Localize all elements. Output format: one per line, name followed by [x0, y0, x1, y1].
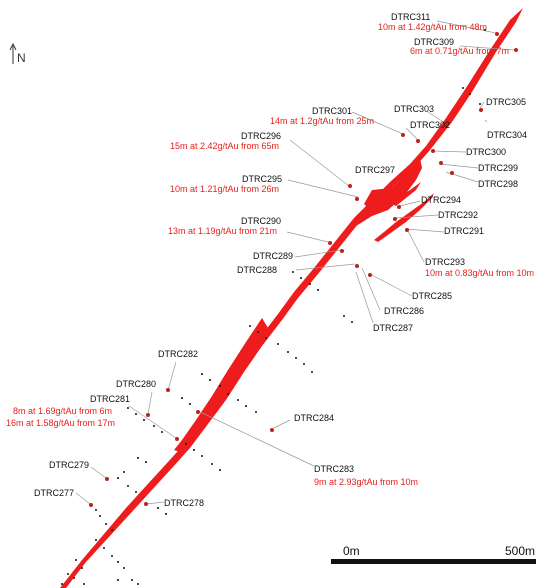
result-dtrc295: 10m at 1.21g/tAu from 26m: [170, 184, 279, 194]
collar-dtrc296: [355, 197, 359, 201]
hole-labels: DTRC311 DTRC309 DTRC305 DTRC303 DTRC302 …: [34, 12, 527, 508]
label-dtrc300: DTRC300: [466, 147, 506, 157]
assay-results: 10m at 1.42g/tAu from 48m 6m at 0.71g/tA…: [6, 22, 534, 487]
north-arrow: N: [9, 42, 26, 65]
result-dtrc290: 13m at 1.19g/tAu from 21m: [168, 226, 277, 236]
label-dtrc280: DTRC280: [116, 379, 156, 389]
label-dtrc277: DTRC277: [34, 488, 74, 498]
label-dtrc282: DTRC282: [158, 349, 198, 359]
collar-dtrc301: [401, 133, 405, 137]
label-dtrc284: DTRC284: [294, 413, 334, 423]
label-dtrc288: DTRC288: [237, 265, 277, 275]
collar-dtrc311: [495, 32, 499, 36]
result-dtrc281-b: 16m at 1.58g/tAu from 17m: [6, 418, 115, 428]
reported-collars: [89, 32, 518, 507]
result-dtrc283: 9m at 2.93g/tAu from 10m: [314, 477, 418, 487]
collar-dtrc309: [514, 48, 518, 52]
label-dtrc279: DTRC279: [49, 460, 89, 470]
result-dtrc293: 10m at 0.83g/tAu from 10m: [425, 268, 534, 278]
label-dtrc297: DTRC297: [355, 165, 395, 175]
scale-bar: 0m 500m: [331, 544, 536, 564]
label-dtrc287: DTRC287: [373, 323, 413, 333]
collar-dtrc289: [340, 249, 344, 253]
label-dtrc311: DTRC311: [391, 12, 430, 22]
collar-dtrc297: [348, 184, 352, 188]
result-dtrc301: 14m at 1.2g/tAu from 25m: [270, 116, 374, 126]
label-dtrc285: DTRC285: [412, 291, 452, 301]
label-dtrc303: DTRC303: [394, 104, 434, 114]
collar-dtrc279: [105, 477, 109, 481]
label-dtrc278: DTRC278: [164, 498, 204, 508]
north-label: N: [17, 51, 26, 65]
collar-dtrc288: [355, 264, 359, 268]
collar-dtrc299: [439, 161, 443, 165]
result-dtrc281-a: 8m at 1.69g/tAu from 6m: [13, 406, 112, 416]
collar-dtrc281: [175, 437, 179, 441]
label-dtrc298: DTRC298: [478, 179, 518, 189]
collar-dtrc298: [450, 171, 454, 175]
label-dtrc291: DTRC291: [444, 226, 484, 236]
collar-dtrc290: [328, 241, 332, 245]
label-dtrc289: DTRC289: [253, 251, 293, 261]
collar-dtrc282: [166, 388, 170, 392]
label-dtrc295: DTRC295: [242, 174, 282, 184]
result-dtrc309: 6m at 0.71g/tAu from 7m: [410, 46, 509, 56]
collar-dtrc305: [479, 108, 483, 112]
collar-dtrc294: [397, 205, 401, 209]
collar-dtrc277: [89, 503, 93, 507]
scale-start-label: 0m: [343, 544, 360, 558]
collar-dtrc284: [270, 428, 274, 432]
collar-dtrc303: [443, 122, 447, 126]
collar-dtrc280: [146, 413, 150, 417]
scale-end-label: 500m: [505, 544, 535, 558]
result-dtrc296: 15m at 2.42g/tAu from 65m: [170, 141, 279, 151]
collar-dtrc283: [196, 410, 200, 414]
label-dtrc293: DTRC293: [425, 257, 465, 267]
label-dtrc305: DTRC305: [486, 97, 526, 107]
label-dtrc281: DTRC281: [90, 394, 130, 404]
label-dtrc290: DTRC290: [241, 216, 281, 226]
collar-dtrc300: [431, 149, 435, 153]
leader-lines: [75, 20, 516, 505]
other-collars: [61, 29, 486, 585]
label-dtrc294: DTRC294: [421, 195, 461, 205]
vein-zone: [60, 8, 523, 588]
collar-dtrc292: [393, 217, 397, 221]
label-dtrc301: DTRC301: [312, 106, 352, 116]
label-dtrc302: DTRC302: [410, 120, 450, 130]
result-dtrc311: 10m at 1.42g/tAu from 48m: [378, 22, 487, 32]
collar-dtrc278: [144, 502, 148, 506]
label-dtrc292: DTRC292: [438, 210, 478, 220]
label-dtrc286: DTRC286: [384, 306, 424, 316]
collar-dtrc302: [416, 139, 420, 143]
label-dtrc299: DTRC299: [478, 163, 518, 173]
label-dtrc304: DTRC304: [487, 130, 527, 140]
label-dtrc296: DTRC296: [241, 131, 281, 141]
label-dtrc309: DTRC309: [414, 37, 454, 47]
collar-dtrc291: [405, 228, 409, 232]
label-dtrc283: DTRC283: [314, 464, 354, 474]
collar-dtrc285: [368, 273, 372, 277]
